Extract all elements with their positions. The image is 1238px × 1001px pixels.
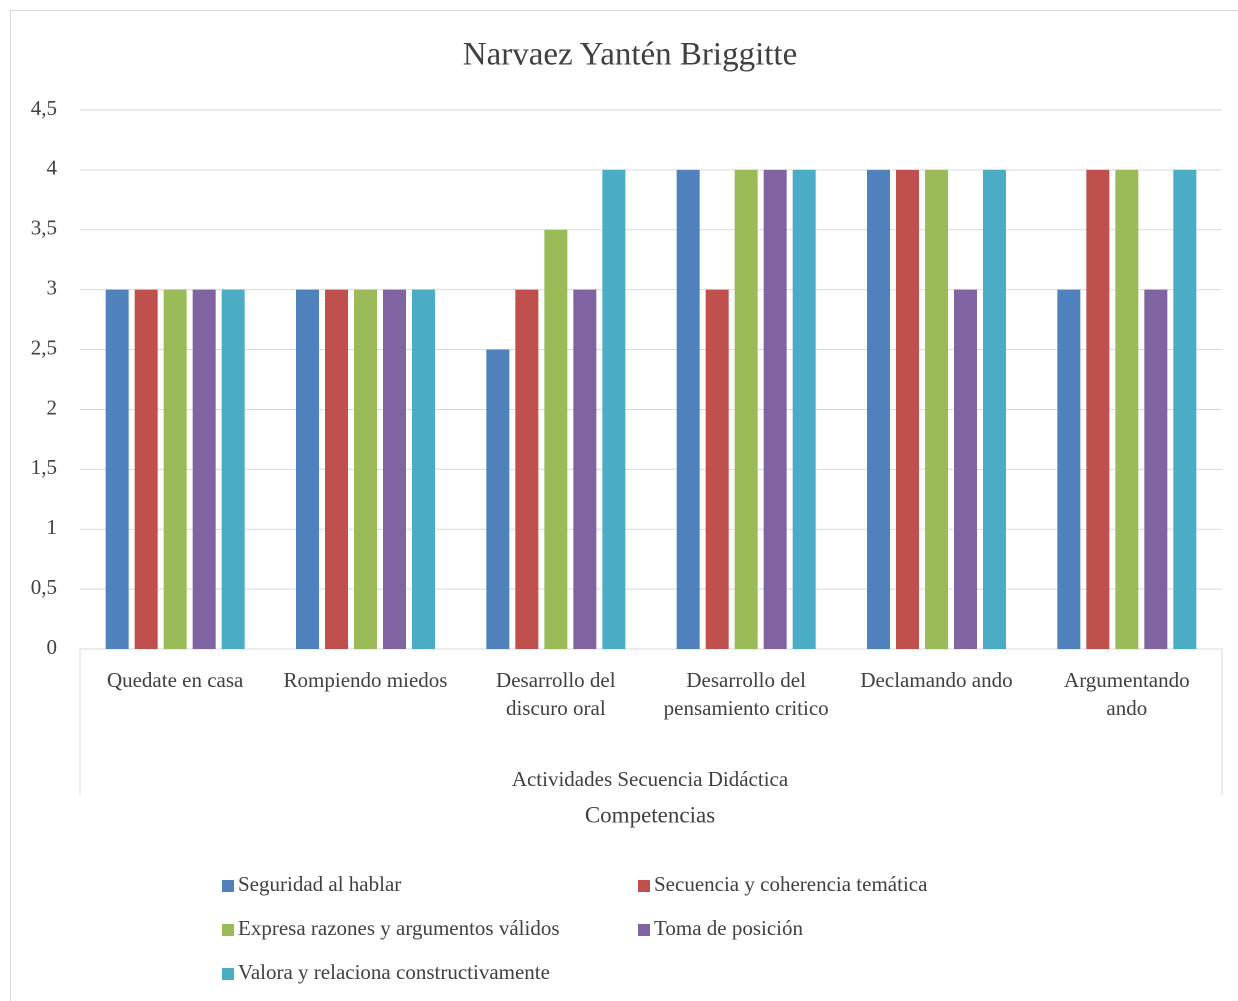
legend-label: Seguridad al hablar — [238, 872, 401, 896]
bar — [763, 169, 787, 649]
bar — [544, 229, 568, 649]
y-tick-label: 4,5 — [31, 96, 57, 120]
y-tick-label: 1,5 — [31, 455, 57, 479]
bar — [983, 169, 1006, 649]
bar — [163, 289, 187, 649]
bar — [515, 289, 539, 649]
bar — [134, 289, 158, 649]
bar — [296, 289, 319, 649]
bar — [383, 289, 406, 649]
bar — [602, 169, 626, 649]
chart-border — [10, 10, 1238, 1001]
bar — [221, 289, 245, 649]
bar — [354, 289, 377, 649]
bar — [486, 349, 510, 649]
legend-swatch — [222, 924, 234, 936]
bar — [192, 289, 216, 649]
legend-swatch — [638, 880, 650, 892]
bar — [1057, 289, 1081, 649]
y-tick-label: 4 — [47, 156, 58, 180]
bar — [1115, 169, 1139, 649]
bar — [573, 289, 597, 649]
legend-label: Toma de posición — [654, 916, 803, 940]
x-tick-label: Rompiendo miedos — [283, 668, 448, 692]
y-tick-label: 3 — [47, 275, 58, 299]
x-tick-label: Desarrollo del discuro oral — [496, 668, 616, 720]
x-tick-label: Quedate en casa — [106, 668, 244, 692]
bar — [705, 289, 729, 649]
legend-title: Competencias — [585, 802, 715, 827]
chart-title: Narvaez Yantén Briggitte — [463, 37, 798, 73]
bar — [792, 169, 816, 649]
bar — [676, 169, 700, 649]
bar — [1173, 169, 1197, 649]
y-tick-label: 0,5 — [31, 575, 57, 599]
x-tick-label: Declamando ando — [860, 668, 1013, 692]
bar — [105, 289, 129, 649]
legend-swatch — [638, 924, 650, 936]
legend-swatch — [222, 968, 234, 980]
bar — [954, 289, 977, 649]
y-tick-label: 0 — [47, 635, 58, 659]
legend-swatch — [222, 880, 234, 892]
bar — [734, 169, 758, 649]
legend-label: Valora y relaciona constructivamente — [238, 960, 550, 984]
y-tick-label: 3,5 — [31, 216, 57, 240]
bar — [412, 289, 435, 649]
bar — [925, 169, 948, 649]
legend-label: Expresa razones y argumentos válidos — [238, 916, 560, 940]
x-tick-label: Desarrollo del pensamiento critico — [663, 668, 829, 720]
y-tick-label: 1 — [47, 515, 58, 539]
bar — [1086, 169, 1110, 649]
y-tick-label: 2,5 — [31, 335, 57, 359]
bar — [896, 169, 919, 649]
x-tick-label: Argumentando ando — [1064, 668, 1190, 720]
bar — [1144, 289, 1168, 649]
bar — [325, 289, 348, 649]
legend-label: Secuencia y coherencia temática — [654, 872, 928, 896]
bar — [867, 169, 890, 649]
x-axis-label: Actividades Secuencia Didáctica — [512, 767, 789, 791]
y-tick-label: 2 — [47, 395, 58, 419]
